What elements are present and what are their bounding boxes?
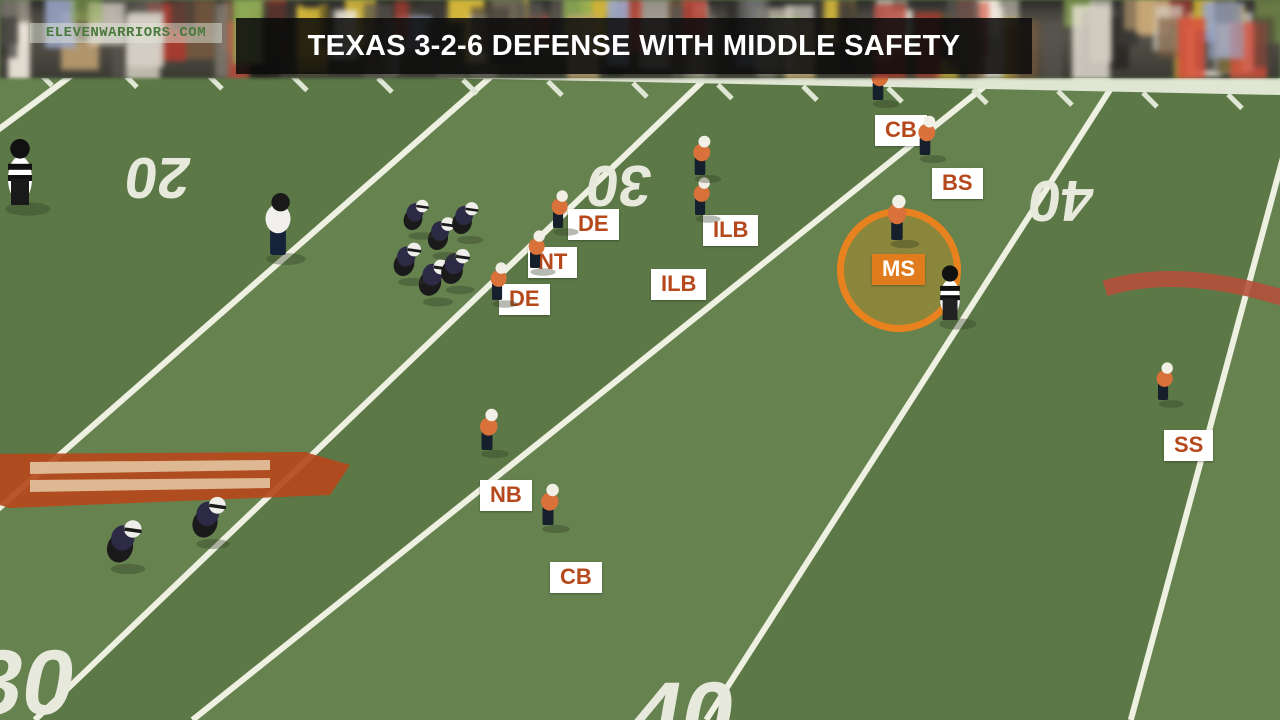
svg-text:40: 40 <box>623 663 744 720</box>
svg-text:40: 40 <box>1024 168 1098 233</box>
svg-text:20: 20 <box>121 145 195 210</box>
